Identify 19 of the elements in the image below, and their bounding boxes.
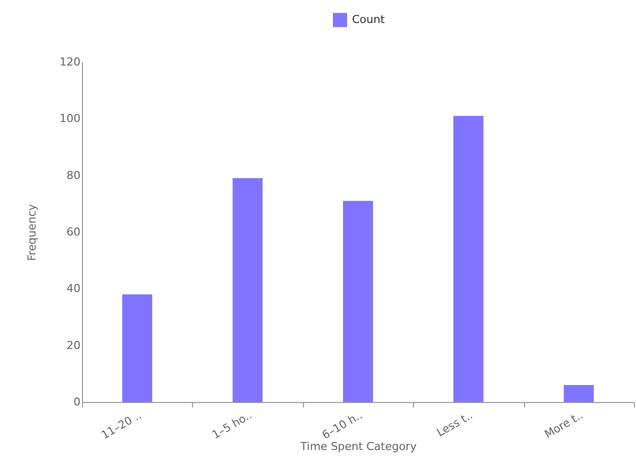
y-tick-label: 20	[66, 338, 80, 352]
legend-label: Count	[352, 13, 386, 26]
bar	[564, 385, 594, 402]
y-tick-label: 100	[60, 112, 80, 126]
bar	[343, 200, 373, 402]
y-tick-label: 80	[66, 168, 80, 182]
x-tick-label: 6–10 h..	[320, 408, 364, 442]
bar	[232, 178, 263, 402]
x-tick-label: Less t..	[434, 408, 475, 440]
bar	[453, 116, 484, 402]
y-tick-label: 40	[66, 282, 80, 296]
y-tick-label: 0	[74, 396, 80, 408]
x-tick-label: More t..	[542, 408, 586, 441]
x-tick-label: 1–5 ho..	[210, 408, 254, 442]
y-tick-label: 120	[60, 56, 80, 68]
y-tick-label: 60	[66, 226, 80, 238]
y-axis-title: Frequency	[26, 204, 39, 261]
bar	[122, 294, 152, 402]
x-axis-title: Time Spent Category	[299, 440, 418, 454]
